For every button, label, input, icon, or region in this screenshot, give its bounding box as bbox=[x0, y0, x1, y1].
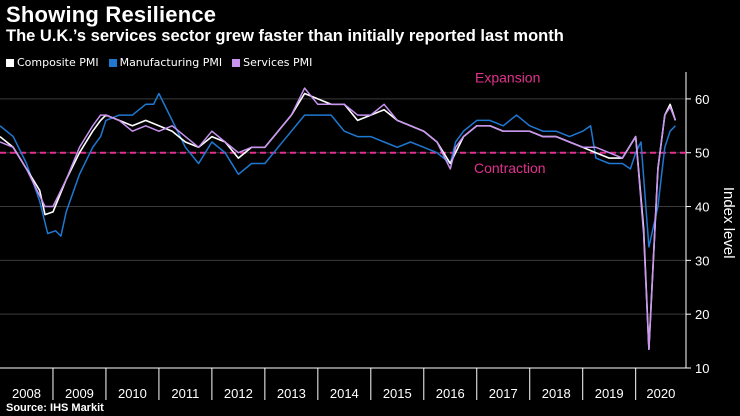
legend-label-services: Services PMI bbox=[243, 56, 313, 69]
x-tick-label-2014: 2014 bbox=[330, 386, 359, 401]
series-line-manufacturing bbox=[0, 92, 676, 248]
legend-item-services: Services PMI bbox=[232, 56, 312, 69]
x-axis: 2008 2009 2010 2011 2012 2013 2014 2015 2016 2017… bbox=[0, 367, 686, 401]
series-line-services bbox=[0, 87, 677, 350]
x-tick-label-2019: 2019 bbox=[595, 386, 624, 401]
legend-swatch-manufacturing bbox=[108, 58, 117, 67]
gridlines bbox=[0, 98, 686, 369]
annotation-contraction: Contraction bbox=[474, 160, 546, 176]
legend-label-manufacturing: Manufacturing PMI bbox=[119, 56, 223, 69]
y-axis-label: Index level bbox=[720, 187, 737, 259]
legend-item-composite: Composite PMI bbox=[6, 56, 99, 69]
x-tick-label-2009: 2009 bbox=[65, 386, 94, 401]
y-tick-label-40: 40 bbox=[695, 200, 709, 215]
x-tick-label-2010: 2010 bbox=[118, 386, 147, 401]
x-tick-label-2016: 2016 bbox=[436, 386, 465, 401]
source-note: Source: IHS Markit bbox=[6, 402, 104, 414]
y-tick-label-20: 20 bbox=[695, 307, 709, 322]
y-tick-label-60: 60 bbox=[695, 92, 709, 107]
legend-item-manufacturing: Manufacturing PMI bbox=[108, 56, 223, 69]
x-tick-label-2008: 2008 bbox=[12, 386, 41, 401]
series-line-composite bbox=[0, 92, 677, 350]
legend-label-composite: Composite PMI bbox=[17, 56, 99, 69]
y-tick-label-30: 30 bbox=[695, 253, 709, 268]
legend-swatch-services bbox=[232, 58, 241, 67]
x-tick-label-2018: 2018 bbox=[542, 386, 571, 401]
legend-swatch-composite bbox=[6, 58, 14, 67]
series-lines bbox=[0, 87, 677, 350]
y-tick-label-50: 50 bbox=[695, 146, 709, 161]
x-tick-label-2012: 2012 bbox=[224, 386, 253, 401]
chart-subtitle: The U.K.’s services sector grew faster t… bbox=[6, 27, 564, 45]
chart-title: Showing Resilience bbox=[6, 2, 217, 27]
y-tick-label-10: 10 bbox=[695, 361, 709, 376]
x-tick-label-2017: 2017 bbox=[489, 386, 518, 401]
x-tick-label-2015: 2015 bbox=[383, 386, 412, 401]
y-axis: 10 20 30 40 50 60 bbox=[685, 72, 709, 376]
annotation-expansion: Expansion bbox=[475, 69, 540, 85]
legend: Composite PMI Manufacturing PMI Services… bbox=[6, 56, 312, 69]
x-tick-label-2013: 2013 bbox=[277, 386, 306, 401]
x-tick-label-2020: 2020 bbox=[646, 386, 675, 401]
x-tick-label-2011: 2011 bbox=[171, 386, 199, 401]
